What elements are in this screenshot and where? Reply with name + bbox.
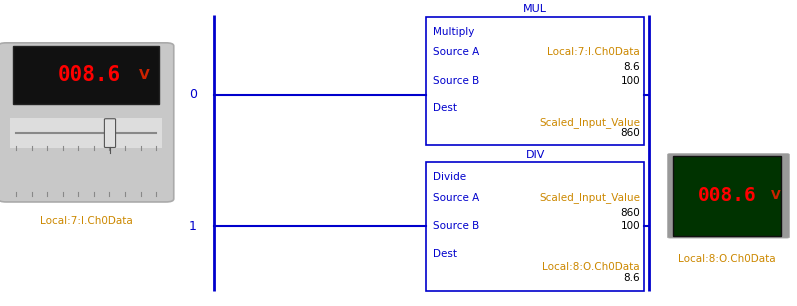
Bar xyxy=(13,46,159,104)
Text: Divide: Divide xyxy=(433,172,466,182)
FancyBboxPatch shape xyxy=(0,43,174,202)
Text: Source A: Source A xyxy=(433,193,479,203)
Text: Source A: Source A xyxy=(433,47,479,58)
Text: Source B: Source B xyxy=(433,76,479,86)
Bar xyxy=(426,162,644,291)
Text: 0: 0 xyxy=(189,88,197,101)
Text: Local:8:O.Ch0Data: Local:8:O.Ch0Data xyxy=(678,254,775,264)
Text: 860: 860 xyxy=(620,128,640,138)
Text: 8.6: 8.6 xyxy=(623,273,640,283)
Text: 860: 860 xyxy=(620,208,640,218)
Text: V: V xyxy=(771,189,781,202)
Text: Scaled_Input_Value: Scaled_Input_Value xyxy=(539,117,640,128)
Text: Dest: Dest xyxy=(433,103,457,114)
Text: 8.6: 8.6 xyxy=(623,62,640,73)
Text: 100: 100 xyxy=(620,76,640,86)
Text: 100: 100 xyxy=(620,222,640,231)
Text: Source B: Source B xyxy=(433,222,479,231)
Text: MUL: MUL xyxy=(523,4,548,14)
Text: Multiply: Multiply xyxy=(433,27,474,37)
Bar xyxy=(673,156,781,236)
Text: V: V xyxy=(139,68,150,82)
Text: Dest: Dest xyxy=(433,249,457,259)
FancyBboxPatch shape xyxy=(104,119,116,147)
Text: 008.6: 008.6 xyxy=(697,186,756,205)
Bar xyxy=(426,17,644,145)
Text: Scaled_Input_Value: Scaled_Input_Value xyxy=(539,192,640,203)
Text: Local:8:O.Ch0Data: Local:8:O.Ch0Data xyxy=(543,263,640,272)
Text: DIV: DIV xyxy=(525,150,545,160)
Bar xyxy=(10,118,162,148)
Text: 1: 1 xyxy=(189,220,197,233)
Text: 008.6: 008.6 xyxy=(57,65,120,85)
Text: Local:7:I.Ch0Data: Local:7:I.Ch0Data xyxy=(548,47,640,58)
Text: Local:7:I.Ch0Data: Local:7:I.Ch0Data xyxy=(40,216,132,226)
FancyBboxPatch shape xyxy=(668,154,789,238)
